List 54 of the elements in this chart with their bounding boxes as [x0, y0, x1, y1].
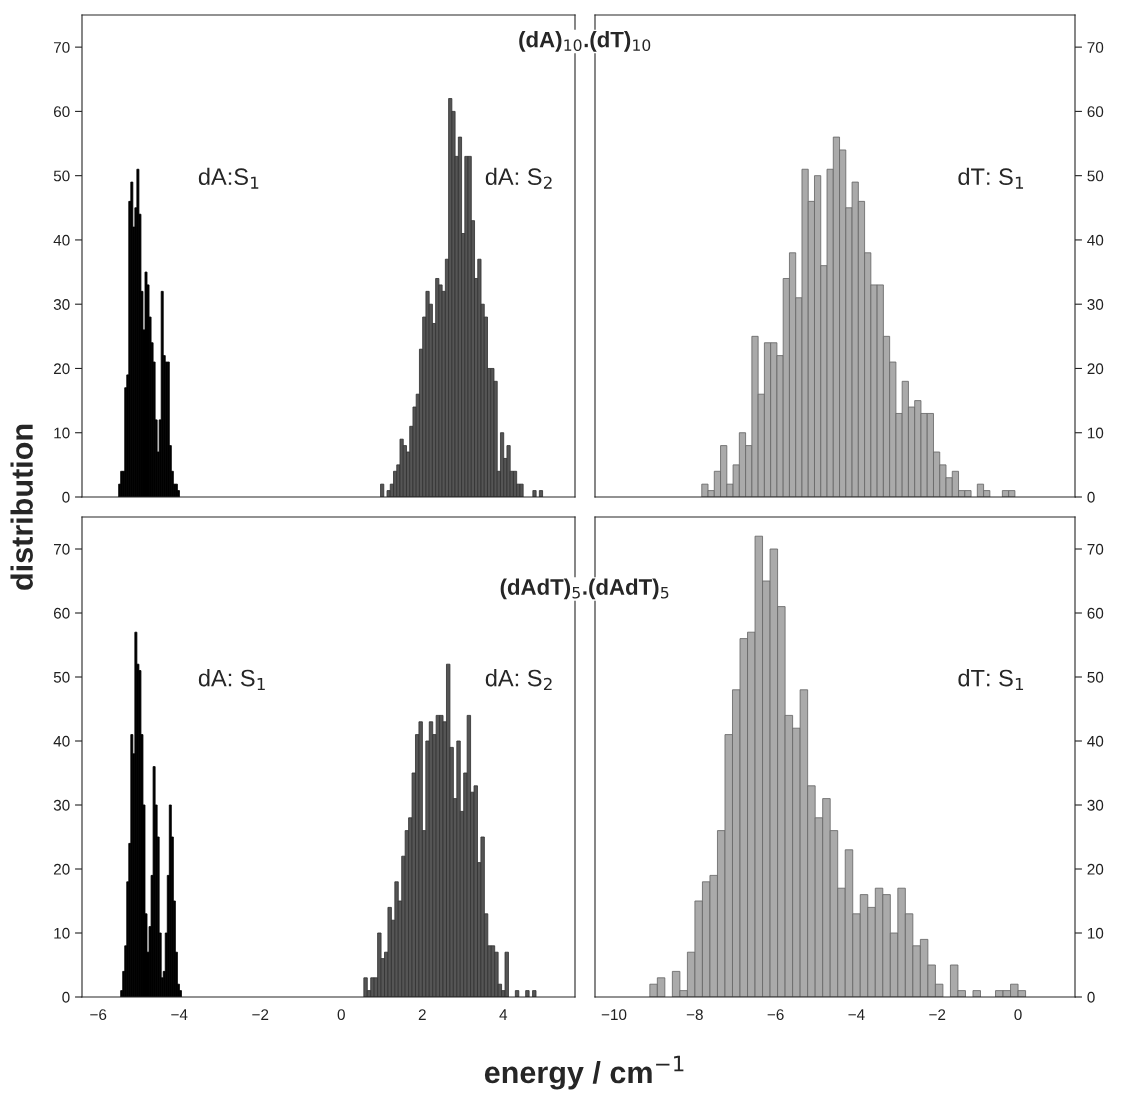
y-tick-label: 40 — [1087, 735, 1104, 747]
x-tick-label: 0 — [337, 1009, 345, 1021]
y-tick-label: 20 — [53, 363, 70, 375]
x-tick-label: 4 — [499, 1009, 508, 1020]
y-tick-label: 50 — [53, 671, 70, 683]
y-tick-label: 70 — [53, 42, 70, 53]
y-tick-label: 30 — [53, 299, 70, 310]
y-tick-label: 20 — [1087, 863, 1104, 875]
x-tick-label: −8 — [686, 1009, 703, 1021]
x-tick-label: −4 — [848, 1009, 865, 1020]
x-tick-label: −10 — [601, 1009, 627, 1021]
y-tick-label: 50 — [53, 170, 70, 182]
y-tick-label: 0 — [1087, 991, 1095, 1003]
x-tick-label: −2 — [929, 1009, 946, 1020]
y-tick-label: 60 — [53, 106, 70, 118]
y-tick-label: 50 — [1087, 671, 1104, 683]
y-tick-label: 40 — [53, 735, 70, 747]
x-axis-title: energy / cm$^{−1}$ — [484, 1055, 684, 1090]
text: (dA)$_{10}$.(dT)$_{10}$ — [519, 31, 651, 52]
y-tick-label: 60 — [53, 607, 70, 619]
x-tick-label: −2 — [252, 1009, 269, 1020]
text: (dAdT)$_{5}$.(dAdT)$_{5}$ — [500, 578, 669, 600]
y-tick-label: 30 — [1087, 799, 1104, 811]
y-tick-label: 30 — [53, 799, 70, 811]
y-tick-label: 40 — [53, 234, 70, 246]
text: dA: S$_{1}$ — [198, 669, 265, 691]
y-tick-label: 70 — [1087, 42, 1104, 53]
y-tick-label: 10 — [54, 927, 70, 939]
y-axis-title: distribution — [10, 424, 33, 590]
text: dA:S$_{1}$ — [198, 167, 259, 189]
y-tick-label: 60 — [1087, 607, 1104, 619]
y-tick-label: 20 — [53, 863, 70, 875]
x-tick-label: −4 — [171, 1009, 188, 1020]
y-tick-label: 0 — [62, 491, 70, 503]
y-tick-label: 0 — [62, 991, 70, 1003]
y-tick-label: 60 — [1087, 106, 1104, 118]
y-tick-label: 10 — [54, 427, 70, 439]
y-tick-label: 10 — [1087, 427, 1104, 439]
y-tick-label: 20 — [1087, 363, 1104, 375]
x-tick-label: −6 — [90, 1009, 107, 1021]
text: dT: S$_{1}$ — [958, 167, 1024, 189]
x-tick-label: 0 — [1014, 1009, 1022, 1021]
y-tick-label: 70 — [1087, 543, 1104, 555]
y-tick-label: 30 — [1087, 299, 1104, 310]
x-tick-label: −6 — [767, 1009, 784, 1021]
x-tick-label: 2 — [418, 1009, 426, 1020]
y-tick-label: 70 — [53, 543, 70, 555]
series-label: dA: S$_{2}$ — [485, 669, 552, 691]
y-tick-label: 40 — [1087, 234, 1104, 246]
y-tick-label: 50 — [1087, 170, 1104, 182]
y-tick-label: 0 — [1087, 491, 1095, 503]
text: dT: S$_{1}$ — [958, 669, 1024, 691]
series-label: dA: S$_{2}$ — [485, 167, 552, 189]
y-tick-label: 10 — [1087, 927, 1104, 939]
